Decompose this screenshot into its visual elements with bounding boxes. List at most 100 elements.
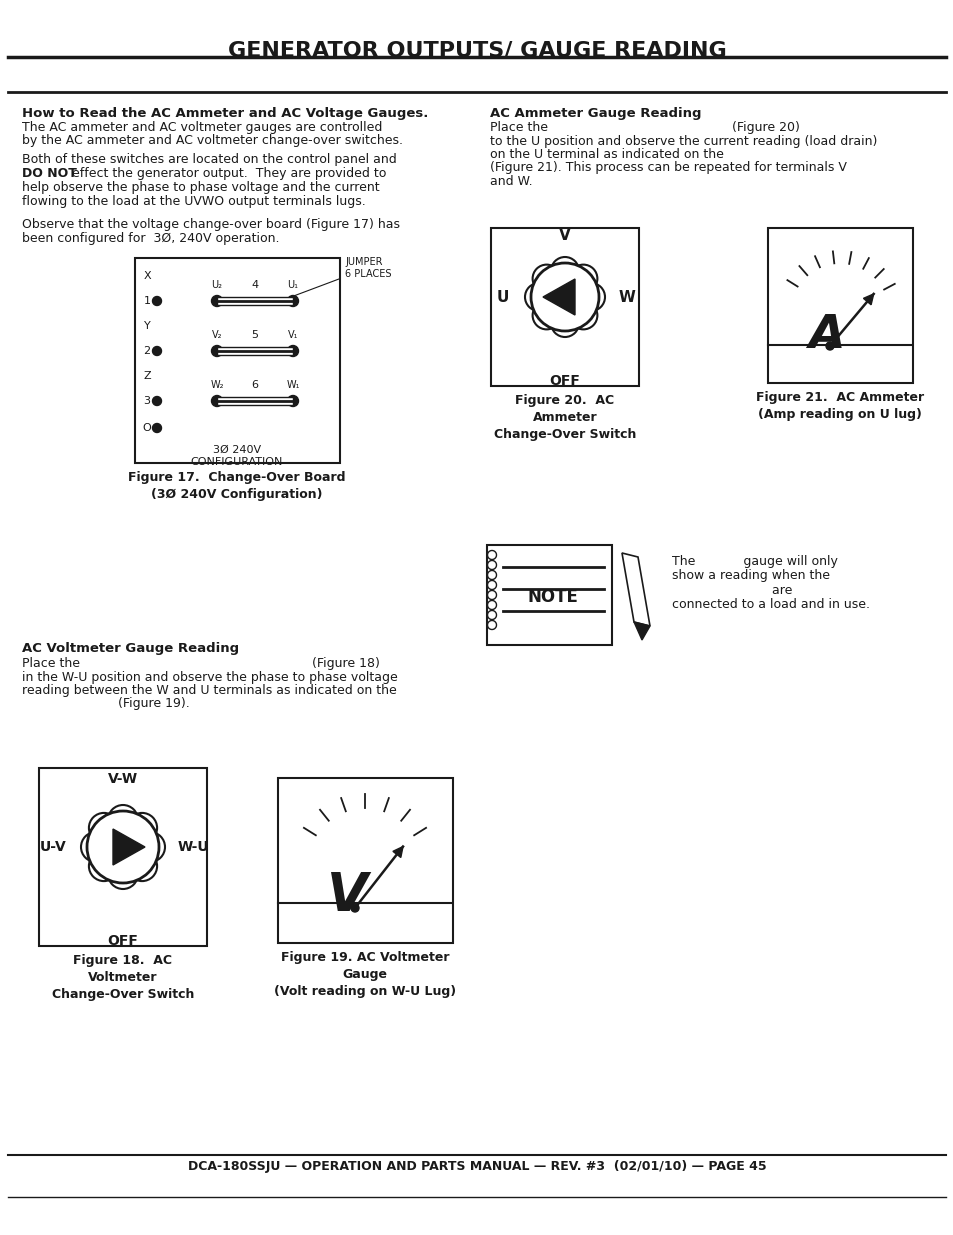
Text: W₂: W₂ bbox=[210, 380, 224, 390]
Text: Figure 20.  AC
Ammeter
Change-Over Switch: Figure 20. AC Ammeter Change-Over Switch bbox=[494, 394, 636, 441]
Polygon shape bbox=[542, 279, 575, 315]
Text: V: V bbox=[558, 227, 570, 242]
Text: V-W: V-W bbox=[108, 772, 138, 785]
Text: How to Read the AC Ammeter and AC Voltage Gauges.: How to Read the AC Ammeter and AC Voltag… bbox=[22, 107, 428, 120]
Text: in the W-U position and observe the phase to phase voltage: in the W-U position and observe the phas… bbox=[22, 671, 397, 683]
Polygon shape bbox=[112, 829, 145, 864]
Circle shape bbox=[108, 860, 138, 889]
Text: (Figure 21). This process can be repeated for terminals V: (Figure 21). This process can be repeate… bbox=[490, 162, 846, 174]
Circle shape bbox=[127, 813, 157, 844]
Bar bbox=[39, 768, 207, 946]
Text: Figure 19. AC Voltmeter
Gauge
(Volt reading on W-U Lug): Figure 19. AC Voltmeter Gauge (Volt read… bbox=[274, 951, 456, 998]
Bar bbox=[216, 347, 293, 354]
Circle shape bbox=[569, 264, 597, 293]
Text: W: W bbox=[618, 289, 635, 305]
Circle shape bbox=[152, 396, 161, 405]
Text: OFF: OFF bbox=[108, 934, 138, 948]
Text: Place the                                                          (Figure 18): Place the (Figure 18) bbox=[22, 657, 379, 671]
Circle shape bbox=[212, 395, 222, 406]
Circle shape bbox=[351, 904, 358, 911]
Text: V₂: V₂ bbox=[212, 330, 222, 340]
Circle shape bbox=[89, 813, 119, 844]
Text: W-U: W-U bbox=[177, 840, 209, 853]
Circle shape bbox=[127, 851, 157, 881]
Circle shape bbox=[287, 395, 298, 406]
Text: U-V: U-V bbox=[40, 840, 67, 853]
Text: are: are bbox=[671, 584, 792, 597]
Circle shape bbox=[152, 347, 161, 356]
Text: The AC ammeter and AC voltmeter gauges are controlled: The AC ammeter and AC voltmeter gauges a… bbox=[22, 121, 382, 135]
Text: Figure 17.  Change-Over Board
(3Ø 240V Configuration): Figure 17. Change-Over Board (3Ø 240V Co… bbox=[128, 471, 345, 501]
Text: X: X bbox=[143, 270, 151, 282]
Text: 6: 6 bbox=[252, 380, 258, 390]
Text: U₂: U₂ bbox=[212, 280, 222, 290]
Polygon shape bbox=[862, 294, 873, 305]
Text: by the AC ammeter and AC voltmeter change-over switches.: by the AC ammeter and AC voltmeter chang… bbox=[22, 135, 402, 147]
Text: show a reading when the: show a reading when the bbox=[671, 569, 829, 583]
Bar bbox=[216, 396, 293, 405]
Text: 2: 2 bbox=[143, 346, 151, 356]
Text: W₁: W₁ bbox=[286, 380, 299, 390]
Text: 1: 1 bbox=[143, 296, 151, 306]
Text: Place the                                              (Figure 20): Place the (Figure 20) bbox=[490, 121, 799, 135]
Circle shape bbox=[825, 342, 833, 350]
Text: effect the generator output.  They are provided to: effect the generator output. They are pr… bbox=[68, 167, 386, 180]
Text: O: O bbox=[143, 424, 152, 433]
Circle shape bbox=[551, 309, 578, 337]
Text: connected to a load and in use.: connected to a load and in use. bbox=[671, 599, 869, 611]
Text: (Figure 19).: (Figure 19). bbox=[22, 698, 190, 710]
Circle shape bbox=[287, 295, 298, 306]
Text: DO NOT: DO NOT bbox=[22, 167, 77, 180]
Text: AC Voltmeter Gauge Reading: AC Voltmeter Gauge Reading bbox=[22, 642, 239, 655]
Text: AC Ammeter Gauge Reading: AC Ammeter Gauge Reading bbox=[490, 107, 700, 120]
Text: 5: 5 bbox=[252, 330, 258, 340]
Text: NOTE: NOTE bbox=[527, 588, 578, 606]
Circle shape bbox=[212, 295, 222, 306]
Circle shape bbox=[524, 283, 553, 311]
Text: been configured for  3Ø, 240V operation.: been configured for 3Ø, 240V operation. bbox=[22, 232, 279, 245]
Circle shape bbox=[135, 832, 165, 862]
Text: help observe the phase to phase voltage and the current: help observe the phase to phase voltage … bbox=[22, 182, 379, 194]
Text: Z: Z bbox=[143, 370, 151, 382]
Circle shape bbox=[569, 301, 597, 330]
Text: The            gauge will only: The gauge will only bbox=[671, 555, 837, 568]
Text: 3Ø 240V
CONFIGURATION: 3Ø 240V CONFIGURATION bbox=[191, 445, 283, 467]
Text: flowing to the load at the UVWO output terminals lugs.: flowing to the load at the UVWO output t… bbox=[22, 195, 365, 207]
Circle shape bbox=[87, 811, 159, 883]
Text: 3: 3 bbox=[143, 396, 151, 406]
Polygon shape bbox=[634, 622, 649, 640]
Text: GENERATOR OUTPUTS/ GAUGE READING: GENERATOR OUTPUTS/ GAUGE READING bbox=[228, 40, 725, 61]
Bar bbox=[491, 228, 639, 387]
Text: OFF: OFF bbox=[549, 374, 579, 388]
Circle shape bbox=[287, 346, 298, 357]
Circle shape bbox=[89, 851, 119, 881]
Polygon shape bbox=[393, 846, 402, 857]
Text: Both of these switches are located on the control panel and: Both of these switches are located on th… bbox=[22, 153, 396, 165]
Bar bbox=[767, 228, 912, 383]
Text: Figure 18.  AC
Voltmeter
Change-Over Switch: Figure 18. AC Voltmeter Change-Over Swit… bbox=[51, 953, 194, 1002]
Circle shape bbox=[577, 283, 604, 311]
Bar bbox=[216, 296, 293, 305]
Text: A: A bbox=[807, 314, 843, 358]
Bar bbox=[135, 258, 339, 463]
Text: V₁: V₁ bbox=[288, 330, 298, 340]
Bar bbox=[486, 545, 612, 645]
Polygon shape bbox=[621, 553, 649, 626]
Text: Y: Y bbox=[144, 321, 151, 331]
Circle shape bbox=[531, 263, 598, 331]
Text: 4: 4 bbox=[252, 280, 258, 290]
Circle shape bbox=[108, 805, 138, 835]
Circle shape bbox=[551, 257, 578, 285]
Text: U: U bbox=[497, 289, 509, 305]
Circle shape bbox=[152, 424, 161, 432]
Text: V: V bbox=[326, 869, 367, 923]
Text: Observe that the voltage change-over board (Figure 17) has: Observe that the voltage change-over boa… bbox=[22, 219, 399, 231]
Text: Figure 21.  AC Ammeter
(Amp reading on U lug): Figure 21. AC Ammeter (Amp reading on U … bbox=[755, 391, 923, 421]
Text: to the U position and observe the current reading (load drain): to the U position and observe the curren… bbox=[490, 135, 877, 147]
Circle shape bbox=[212, 346, 222, 357]
Bar bbox=[277, 778, 453, 944]
Text: reading between the W and U terminals as indicated on the: reading between the W and U terminals as… bbox=[22, 684, 396, 697]
Text: JUMPER
6 PLACES: JUMPER 6 PLACES bbox=[285, 257, 391, 299]
Text: and W.: and W. bbox=[490, 175, 532, 188]
Circle shape bbox=[152, 296, 161, 305]
